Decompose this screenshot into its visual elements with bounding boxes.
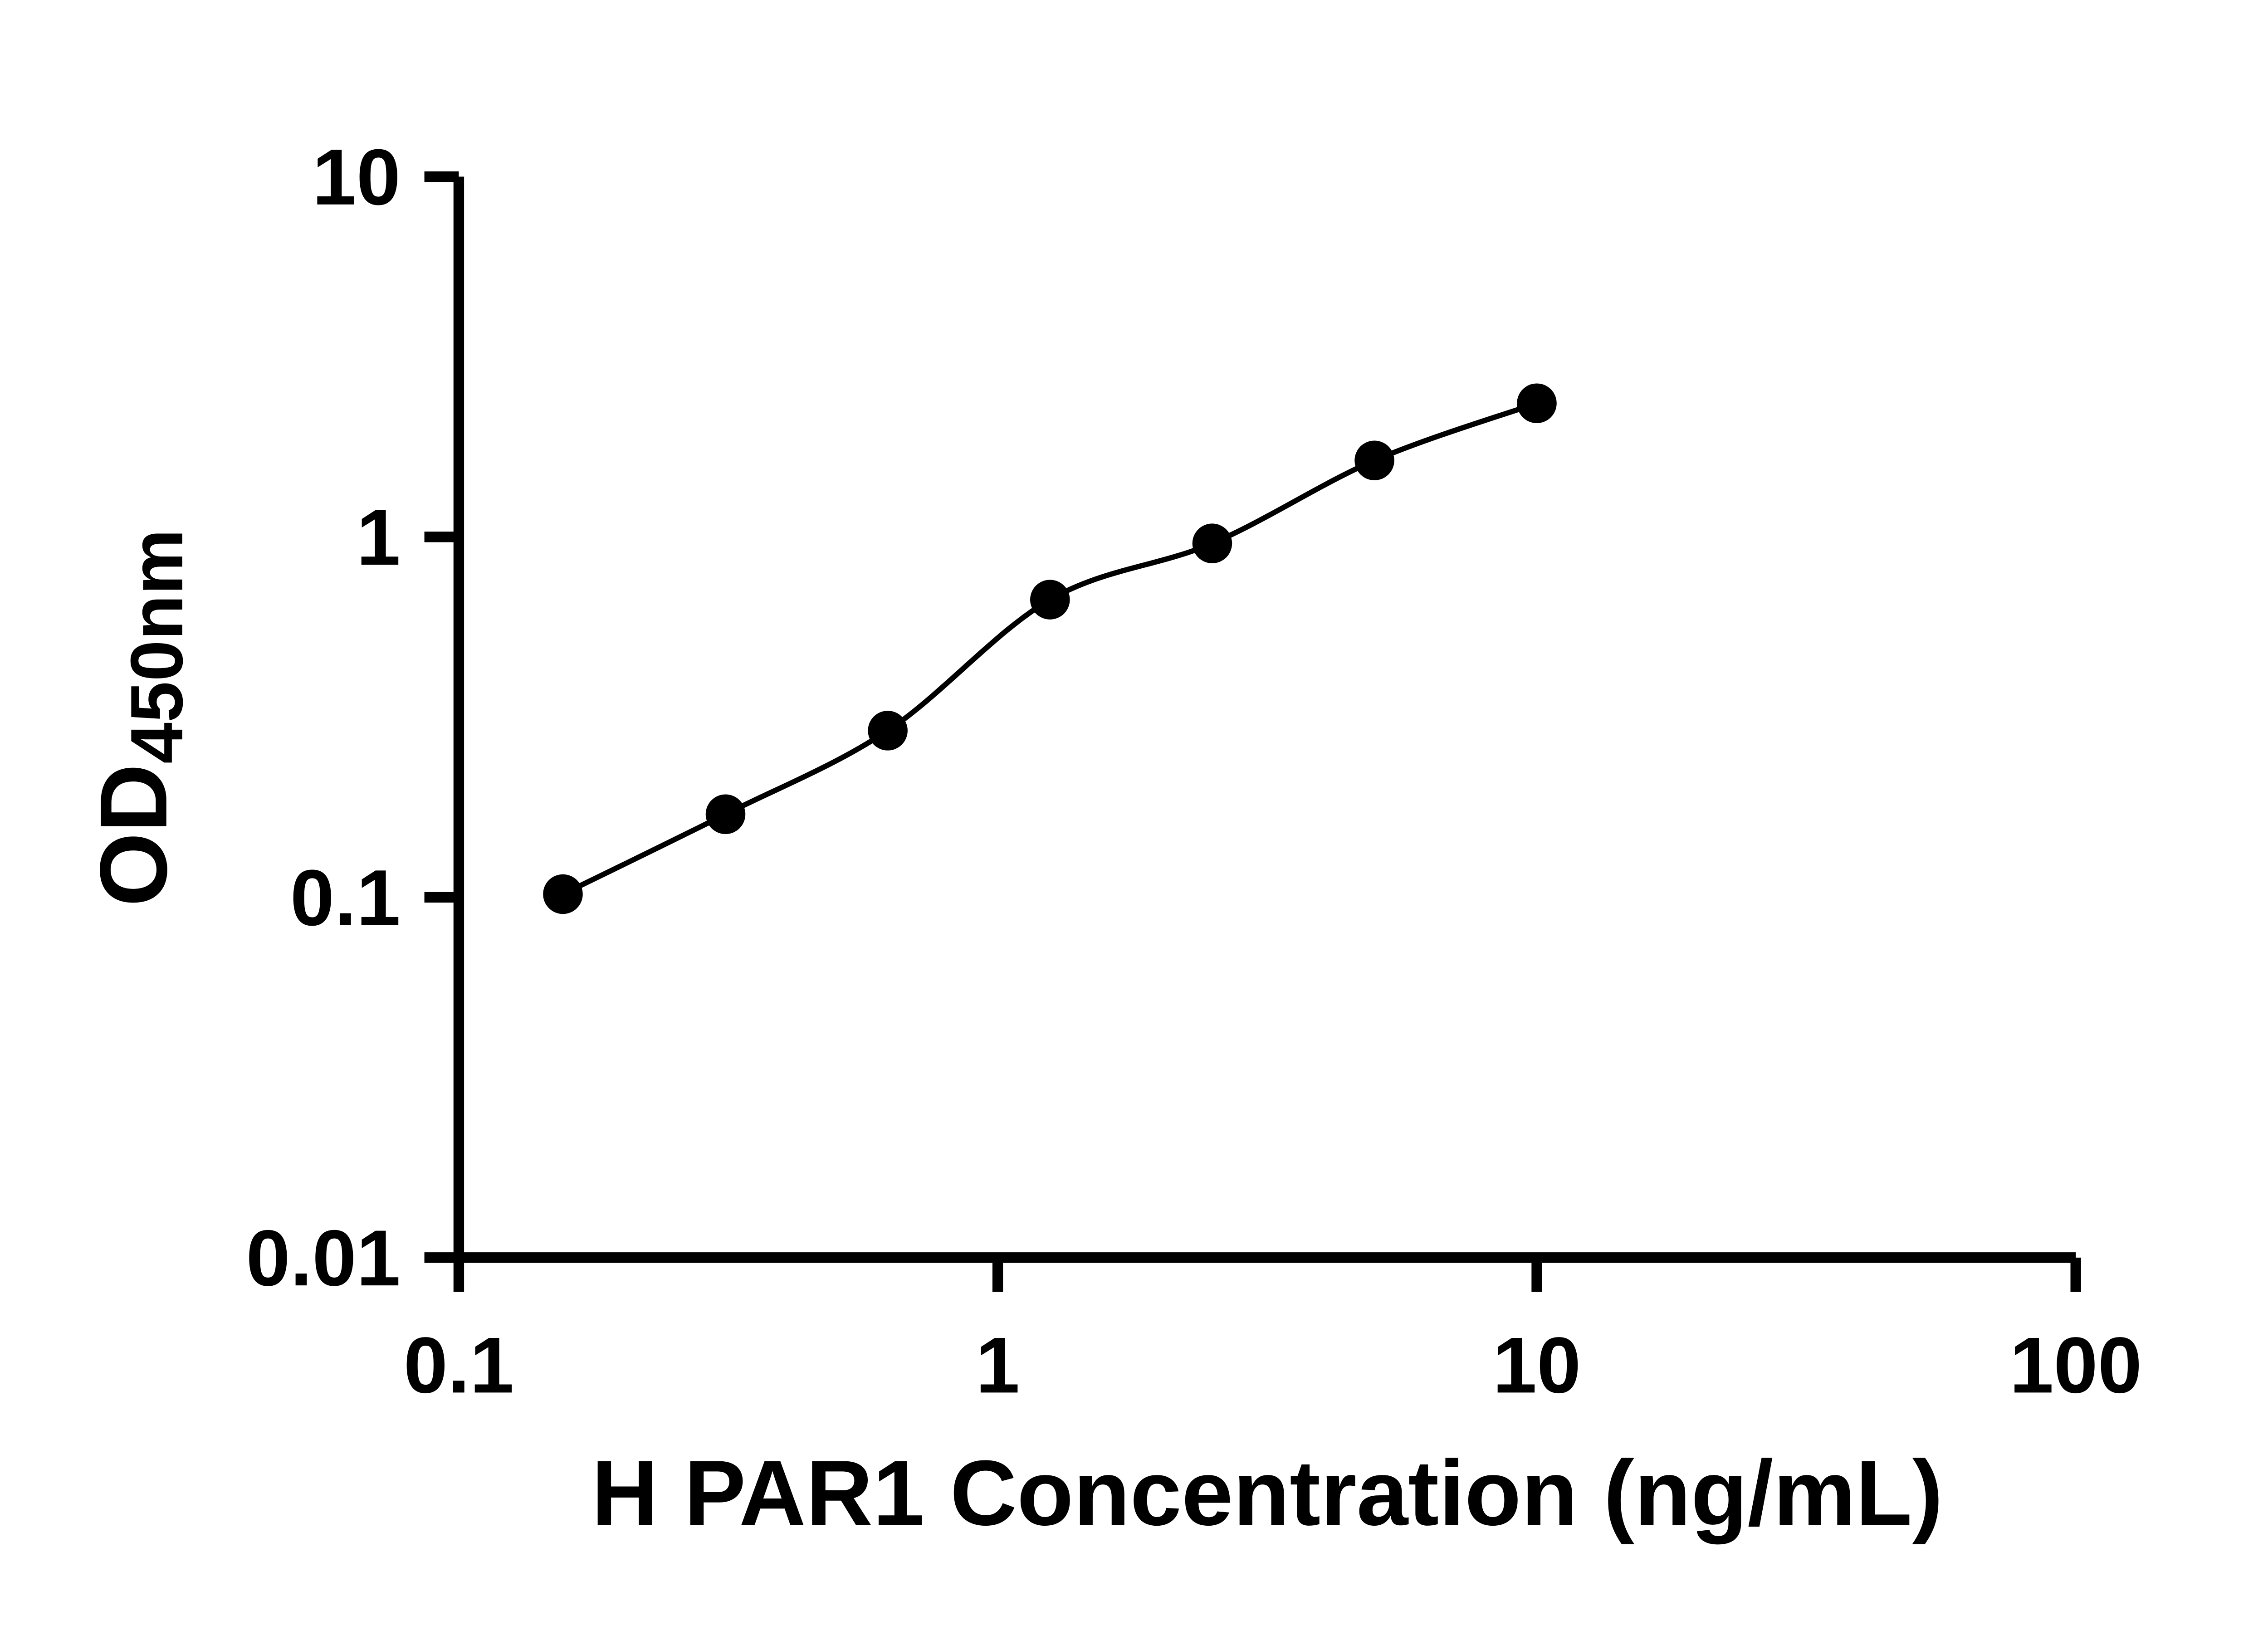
y-axis-title-subscript: 450nm [115,529,198,764]
x-axis-tick-label: 0.1 [404,1321,514,1410]
y-axis-tick-label: 0.1 [290,854,401,942]
ticks-group [425,177,2076,1292]
y-axis-title-main: OD [80,764,187,907]
x-axis-tick-label: 100 [2009,1321,2142,1410]
y-axis-tick-label: 0.01 [246,1214,401,1303]
y-axis-tick-label: 10 [312,133,401,222]
y-axis-tick-label: 1 [357,493,401,582]
axes-group [459,177,2076,1258]
y-axis-title: OD450nm [80,529,198,907]
data-point [868,711,908,751]
series-group [543,383,1557,914]
data-point [1193,523,1232,563]
data-point [706,795,746,835]
data-point [1354,440,1394,480]
axis-line [459,177,2076,1258]
x-axis-tick-label: 1 [976,1321,1020,1410]
x-axis-tick-label: 10 [1493,1321,1581,1410]
data-point [1517,383,1557,423]
data-point [1030,580,1070,620]
data-point [543,874,583,914]
x-axis-title: H PAR1 Concentration (ng/mL) [591,1441,1943,1545]
